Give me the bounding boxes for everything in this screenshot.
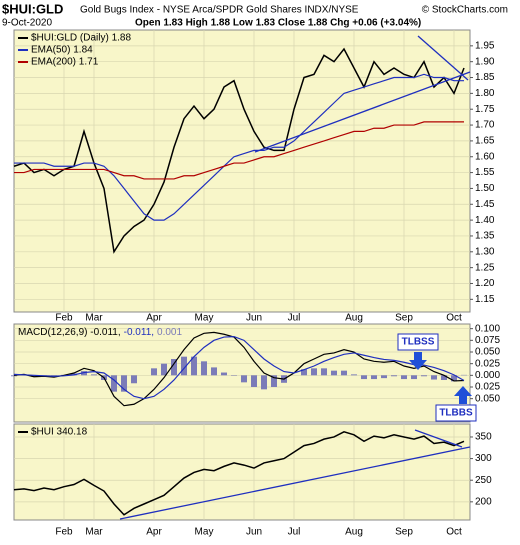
y-tick-label: 0.100 — [475, 323, 500, 334]
x-tick-label: Feb — [55, 527, 73, 538]
credit: © StockCharts.com — [422, 5, 508, 16]
y-tick-label: 200 — [475, 496, 492, 507]
annotation: TLBSS — [402, 337, 435, 348]
x-tick-label: Sep — [395, 527, 413, 538]
y-tick-label: 1.50 — [475, 183, 495, 194]
histogram-bar — [421, 375, 427, 376]
y-tick-label: 350 — [475, 432, 492, 443]
x-tick-label: May — [195, 527, 214, 538]
histogram-bar — [151, 368, 157, 375]
y-tick-label: 0.000 — [475, 370, 500, 381]
y-tick-label: 1.40 — [475, 215, 495, 226]
histogram-bar — [111, 375, 117, 391]
histogram-bar — [331, 371, 337, 376]
histogram-bar — [221, 373, 227, 376]
legend-entry: EMA(200) 1.71 — [31, 57, 99, 68]
legend-entry: $HUI:GLD (Daily) 1.88 — [31, 33, 131, 44]
x-tick-label: Jun — [246, 527, 262, 538]
quote: Open 1.83 High 1.88 Low 1.83 Close 1.88 … — [135, 18, 421, 29]
histogram-bar — [321, 368, 327, 375]
y-tick-label: 1.15 — [475, 294, 495, 305]
legend-entry: MACD(12,26,9) -0.011, — [18, 327, 121, 338]
legend: MACD(12,26,9) -0.011,-0.011,0.001 — [18, 327, 182, 338]
x-tick-label: Jul — [288, 527, 301, 538]
histogram-bar — [211, 367, 217, 375]
hui-panel — [14, 424, 470, 520]
y-tick-label: 0.050 — [475, 347, 500, 358]
x-tick-label: Sep — [395, 313, 413, 324]
histogram-bar — [261, 375, 267, 389]
y-tick-label: 1.75 — [475, 104, 495, 115]
histogram-bar — [161, 364, 167, 376]
histogram-bar — [381, 375, 387, 378]
y-tick-label: 1.60 — [475, 151, 495, 162]
x-tick-label: Feb — [55, 313, 73, 324]
y-tick-label: 1.90 — [475, 56, 495, 67]
y-tick-label: 250 — [475, 475, 492, 486]
y-tick-label: 1.20 — [475, 278, 495, 289]
y-tick-label: 1.65 — [475, 136, 495, 147]
x-tick-label: Apr — [146, 527, 162, 538]
legend-entry: EMA(50) 1.84 — [31, 45, 93, 56]
y-tick-label: 1.30 — [475, 246, 495, 257]
x-tick-label: Oct — [446, 313, 462, 324]
y-tick-label: 0.025 — [475, 358, 500, 369]
x-tick-label: Jun — [246, 313, 262, 324]
x-tick-label: Jul — [288, 313, 301, 324]
legend-entry: -0.011, — [124, 327, 154, 338]
histogram-bar — [311, 368, 317, 375]
x-tick-label: Oct — [446, 527, 462, 538]
histogram-bar — [391, 375, 397, 376]
date: 9-Oct-2020 — [2, 18, 52, 29]
x-tick-label: Mar — [85, 527, 103, 538]
y-tick-label: 1.85 — [475, 72, 495, 83]
y-tick-label: 1.55 — [475, 167, 495, 178]
x-tick-label: Aug — [345, 527, 363, 538]
legend-entry: $HUI 340.18 — [31, 427, 88, 438]
y-tick-label: 1.80 — [475, 88, 495, 99]
histogram-bar — [351, 374, 357, 375]
histogram-bar — [341, 371, 347, 376]
y-tick-label: 1.95 — [475, 40, 495, 51]
histogram-bar — [91, 374, 97, 375]
histogram-bar — [431, 375, 437, 379]
x-tick-label: May — [195, 313, 214, 324]
histogram-bar — [241, 375, 247, 382]
y-tick-label: 300 — [475, 453, 492, 464]
y-tick-label: 1.25 — [475, 262, 495, 273]
x-tick-label: Aug — [345, 313, 363, 324]
y-tick-label: 1.45 — [475, 199, 495, 210]
annotation: TLBBS — [439, 408, 473, 419]
histogram-bar — [411, 375, 417, 379]
y-tick-label: 0.075 — [475, 335, 500, 346]
y-tick-label: 1.35 — [475, 231, 495, 242]
histogram-bar — [251, 375, 257, 387]
histogram-bar — [201, 361, 207, 375]
histogram-bar — [361, 375, 367, 379]
y-tick-label: 0.050 — [475, 393, 500, 404]
description: Gold Bugs Index - NYSE Arca/SPDR Gold Sh… — [80, 5, 359, 16]
histogram-bar — [371, 375, 377, 379]
legend-entry: 0.001 — [157, 327, 182, 338]
symbol: $HUI:GLD — [2, 1, 63, 16]
x-tick-label: Mar — [85, 313, 103, 324]
histogram-bar — [401, 375, 407, 379]
histogram-bar — [131, 375, 137, 383]
y-tick-label: 0.025 — [475, 382, 500, 393]
x-tick-label: Apr — [146, 313, 162, 324]
y-tick-label: 1.70 — [475, 120, 495, 131]
